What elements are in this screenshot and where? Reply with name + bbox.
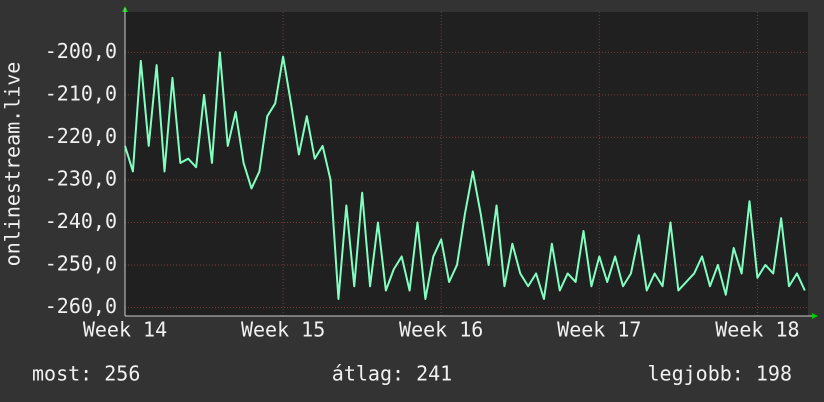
y-tick-label: -210,0 xyxy=(45,81,117,105)
y-tick-label: -250,0 xyxy=(45,251,117,275)
footer-current: most: 256 xyxy=(32,362,140,386)
x-tick-label: Week 14 xyxy=(83,318,167,342)
y-tick-label: -220,0 xyxy=(45,124,117,148)
footer-best: legjobb: 198 xyxy=(648,362,793,386)
plot-area xyxy=(125,12,808,316)
y-tick-label: -260,0 xyxy=(45,294,117,318)
data-line xyxy=(124,51,806,300)
y-tick-label: -240,0 xyxy=(45,209,117,233)
y-axis-label: onlinestream.live xyxy=(1,62,25,267)
x-tick-label: Week 16 xyxy=(399,318,483,342)
y-tick-label: -230,0 xyxy=(45,166,117,190)
x-tick-label: Week 18 xyxy=(715,318,799,342)
footer-average: átlag: 241 xyxy=(332,362,452,386)
x-tick-label: Week 17 xyxy=(557,318,641,342)
x-tick-label: Week 15 xyxy=(241,318,325,342)
y-tick-label: -200,0 xyxy=(45,39,117,63)
x-axis-arrow xyxy=(812,313,818,319)
